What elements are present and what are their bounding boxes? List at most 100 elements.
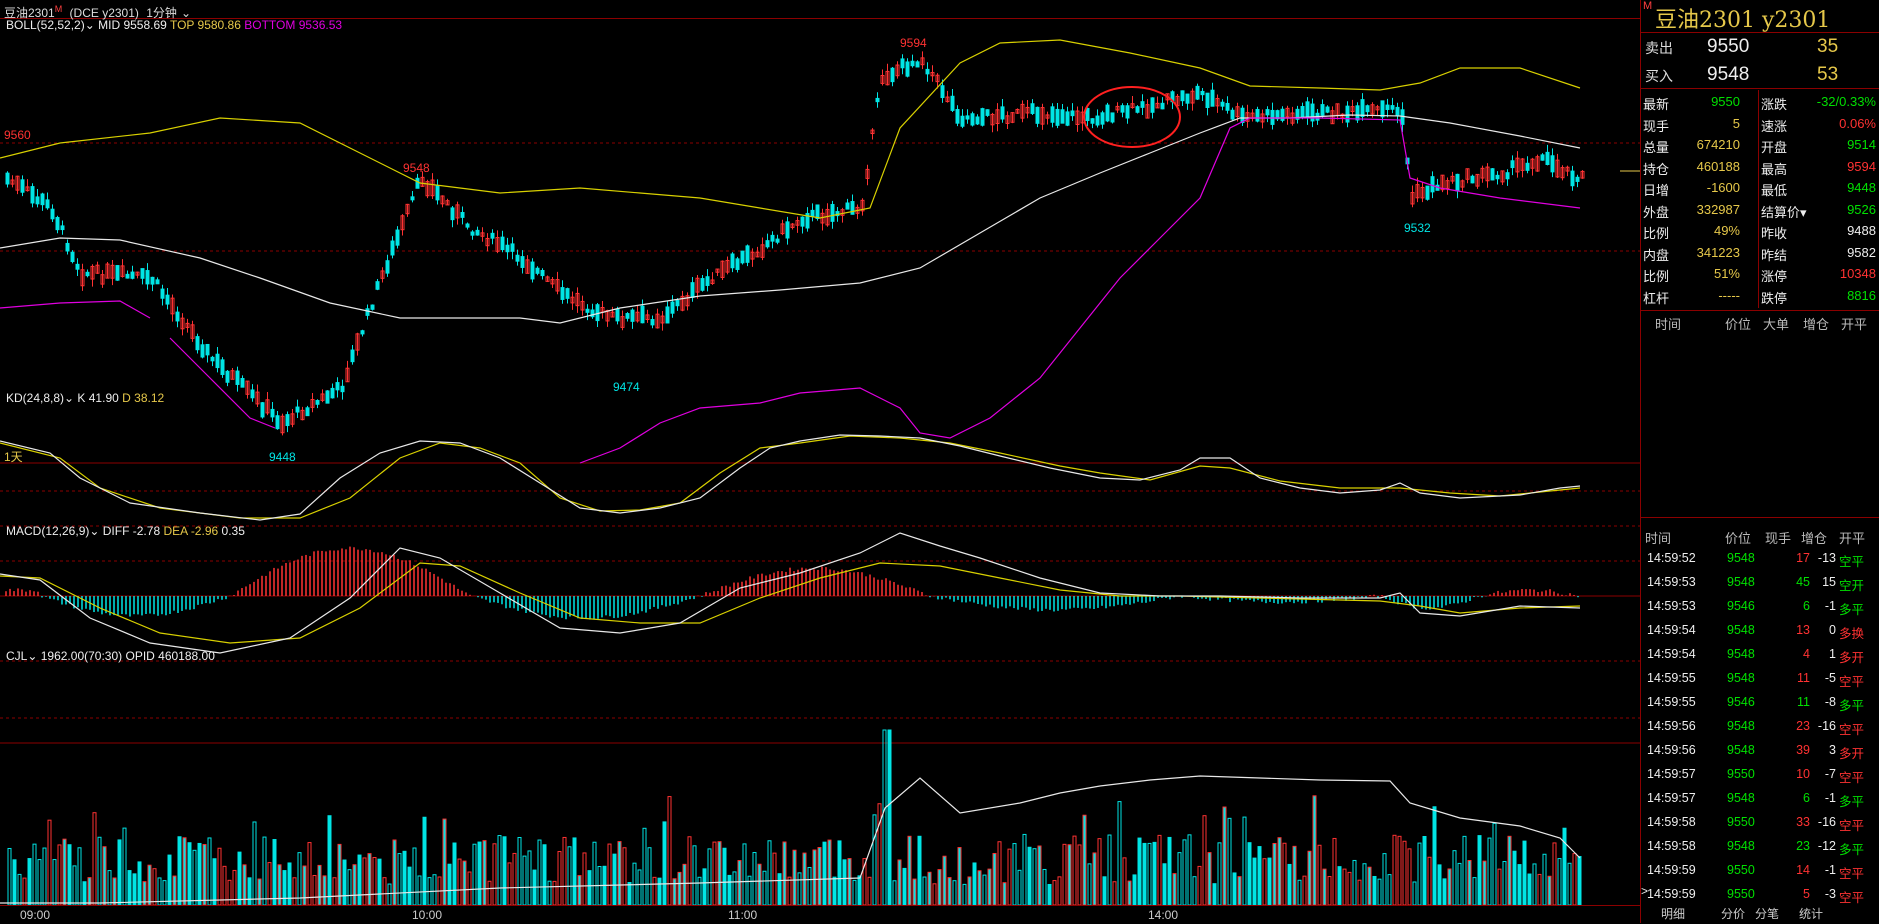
volume-bar [727,874,732,905]
cjl-legend[interactable]: CJL⌄ 1962.00(70:30) OPID 460188.00 [6,649,215,663]
tick-type: 空平 [1839,723,1865,737]
candle-body [230,370,235,380]
column-header[interactable]: 时间 [1655,317,1682,332]
cjl-name[interactable]: CJL [6,649,28,663]
volume-bar [1532,863,1537,905]
tick-row[interactable]: 14:59:59 9550 5 -3 空平 [1641,884,1879,908]
macd-legend[interactable]: MACD(12,26,9)⌄ DIFF -2.78 DEA -2.96 0.35 [6,524,245,538]
column-header[interactable]: 增仓 [1803,317,1830,332]
tick-row[interactable]: 14:59:58 9550 33 -16 空平 [1641,812,1879,836]
candle-body [1480,167,1485,179]
tick-row[interactable]: 14:59:57 9548 6 -1 多平 [1641,788,1879,812]
candle-body [1110,112,1115,123]
candle-body [95,264,100,274]
boll-name[interactable]: BOLL(52,52,2) [6,18,85,32]
tick-type: 多平 [1839,699,1865,713]
column-header[interactable]: 时间 [1645,531,1672,546]
stat-value: 332987 [1696,201,1740,217]
column-header[interactable]: 开平 [1839,531,1866,546]
tab-tick[interactable]: 分笔 [1755,907,1780,921]
candle-body [645,314,650,320]
volume-bar [1027,846,1032,905]
candle-body [315,400,320,405]
tab-stats[interactable]: 统计 [1799,907,1824,921]
candle-body [960,115,965,127]
boll-legend[interactable]: BOLL(52,52,2)⌄ MID 9558.69 TOP 9580.86 B… [6,18,342,32]
tick-row[interactable]: 14:59:52 9548 17 -13 空平 [1641,548,1879,572]
tick-row[interactable]: 14:59:58 9548 23 -12 多平 [1641,836,1879,860]
candle-body [530,261,535,280]
kd-legend[interactable]: KD(24,8,8)⌄ K 41.90 D 38.12 [6,391,164,405]
column-header[interactable]: 价位 [1725,317,1752,332]
chart-canvas[interactable] [0,18,1640,905]
tab-by-price[interactable]: 分价 [1721,907,1746,921]
volume-bar [1097,838,1102,905]
quote-stat-row: 内盘 341223 昨结 9582 [1641,243,1879,265]
candle-body [1460,180,1465,188]
tick-volume: 14 [1796,863,1810,877]
candle-body [245,380,250,395]
volume-bar [497,835,502,905]
bottom-tabs[interactable]: 明细 分价 分笔 统计 [1641,903,1879,923]
chevron-down-icon[interactable]: ⌄ [27,649,41,663]
tick-row[interactable]: 14:59:54 9548 13 0 多换 [1641,620,1879,644]
candle-body [10,179,15,185]
volume-bar [117,839,122,905]
tick-volume: 4 [1803,647,1810,661]
candle-body [560,287,565,300]
candle-body [1355,105,1360,121]
candle-body [200,344,205,358]
candle-body [770,234,775,242]
volume-bar [852,879,857,905]
tick-row[interactable]: 14:59:55 9548 11 -5 空平 [1641,668,1879,692]
volume-bar [412,847,417,905]
tick-row[interactable]: 14:59:55 9546 11 -8 多平 [1641,692,1879,716]
tick-row[interactable]: 14:59:56 9548 39 3 多开 [1641,740,1879,764]
column-header[interactable]: 现手 [1765,531,1792,546]
column-header[interactable]: 大单 [1763,317,1790,332]
volume-bar [47,819,52,905]
period-selector[interactable]: 1分钟 [146,6,177,20]
tab-detail[interactable]: 明细 [1661,907,1686,921]
chevron-down-icon[interactable]: ⌄ [64,391,78,405]
candle-body [1560,167,1565,179]
boll-bottom-line [0,300,151,319]
boll-bottom: BOTTOM 9536.53 [244,18,343,32]
volume-bar [212,858,217,905]
volume-bar [1437,864,1442,905]
kd-name[interactable]: KD(24,8,8) [6,391,65,405]
chevron-down-icon[interactable]: ⌄ [84,18,99,32]
candle-body [460,212,465,218]
chart-area[interactable]: BOLL(52,52,2)⌄ MID 9558.69 TOP 9580.86 B… [0,18,1640,905]
column-header[interactable]: 价位 [1725,531,1752,546]
candle-body [800,216,805,227]
volume-bar [1307,850,1312,905]
candle-body [40,193,45,206]
tick-row[interactable]: 14:59:56 9548 23 -16 空平 [1641,716,1879,740]
candle-body [905,61,910,77]
volume-bar [512,852,517,905]
tick-row[interactable]: 14:59:53 9548 45 15 空开 [1641,572,1879,596]
tick-row[interactable]: 14:59:54 9548 4 1 多开 [1641,644,1879,668]
candle-body [755,251,760,258]
symbol-badge: M [54,4,63,14]
chevron-down-icon[interactable]: ⌄ [89,524,103,538]
tick-row[interactable]: 14:59:59 9550 14 -1 空平 [1641,860,1879,884]
chevron-down-icon[interactable]: ⌄ [180,6,191,20]
volume-bar [1287,863,1292,905]
stat-value: 10348 [1839,266,1876,281]
candle-body [965,115,970,120]
column-header[interactable]: 增仓 [1801,531,1828,546]
candle-body [275,415,280,430]
tick-row[interactable]: 14:59:57 9550 10 -7 空平 [1641,764,1879,788]
tick-volume: 6 [1803,791,1810,805]
volume-bar [1467,860,1472,905]
volume-bar [1317,844,1322,905]
tick-row[interactable]: 14:59:53 9546 6 -1 多平 [1641,596,1879,620]
volume-bar [1557,858,1562,905]
column-header[interactable]: 开平 [1841,317,1868,332]
volume-bar [362,857,367,905]
candle-body [360,330,365,335]
candle-body [990,113,995,126]
macd-name[interactable]: MACD(12,26,9) [6,524,90,538]
